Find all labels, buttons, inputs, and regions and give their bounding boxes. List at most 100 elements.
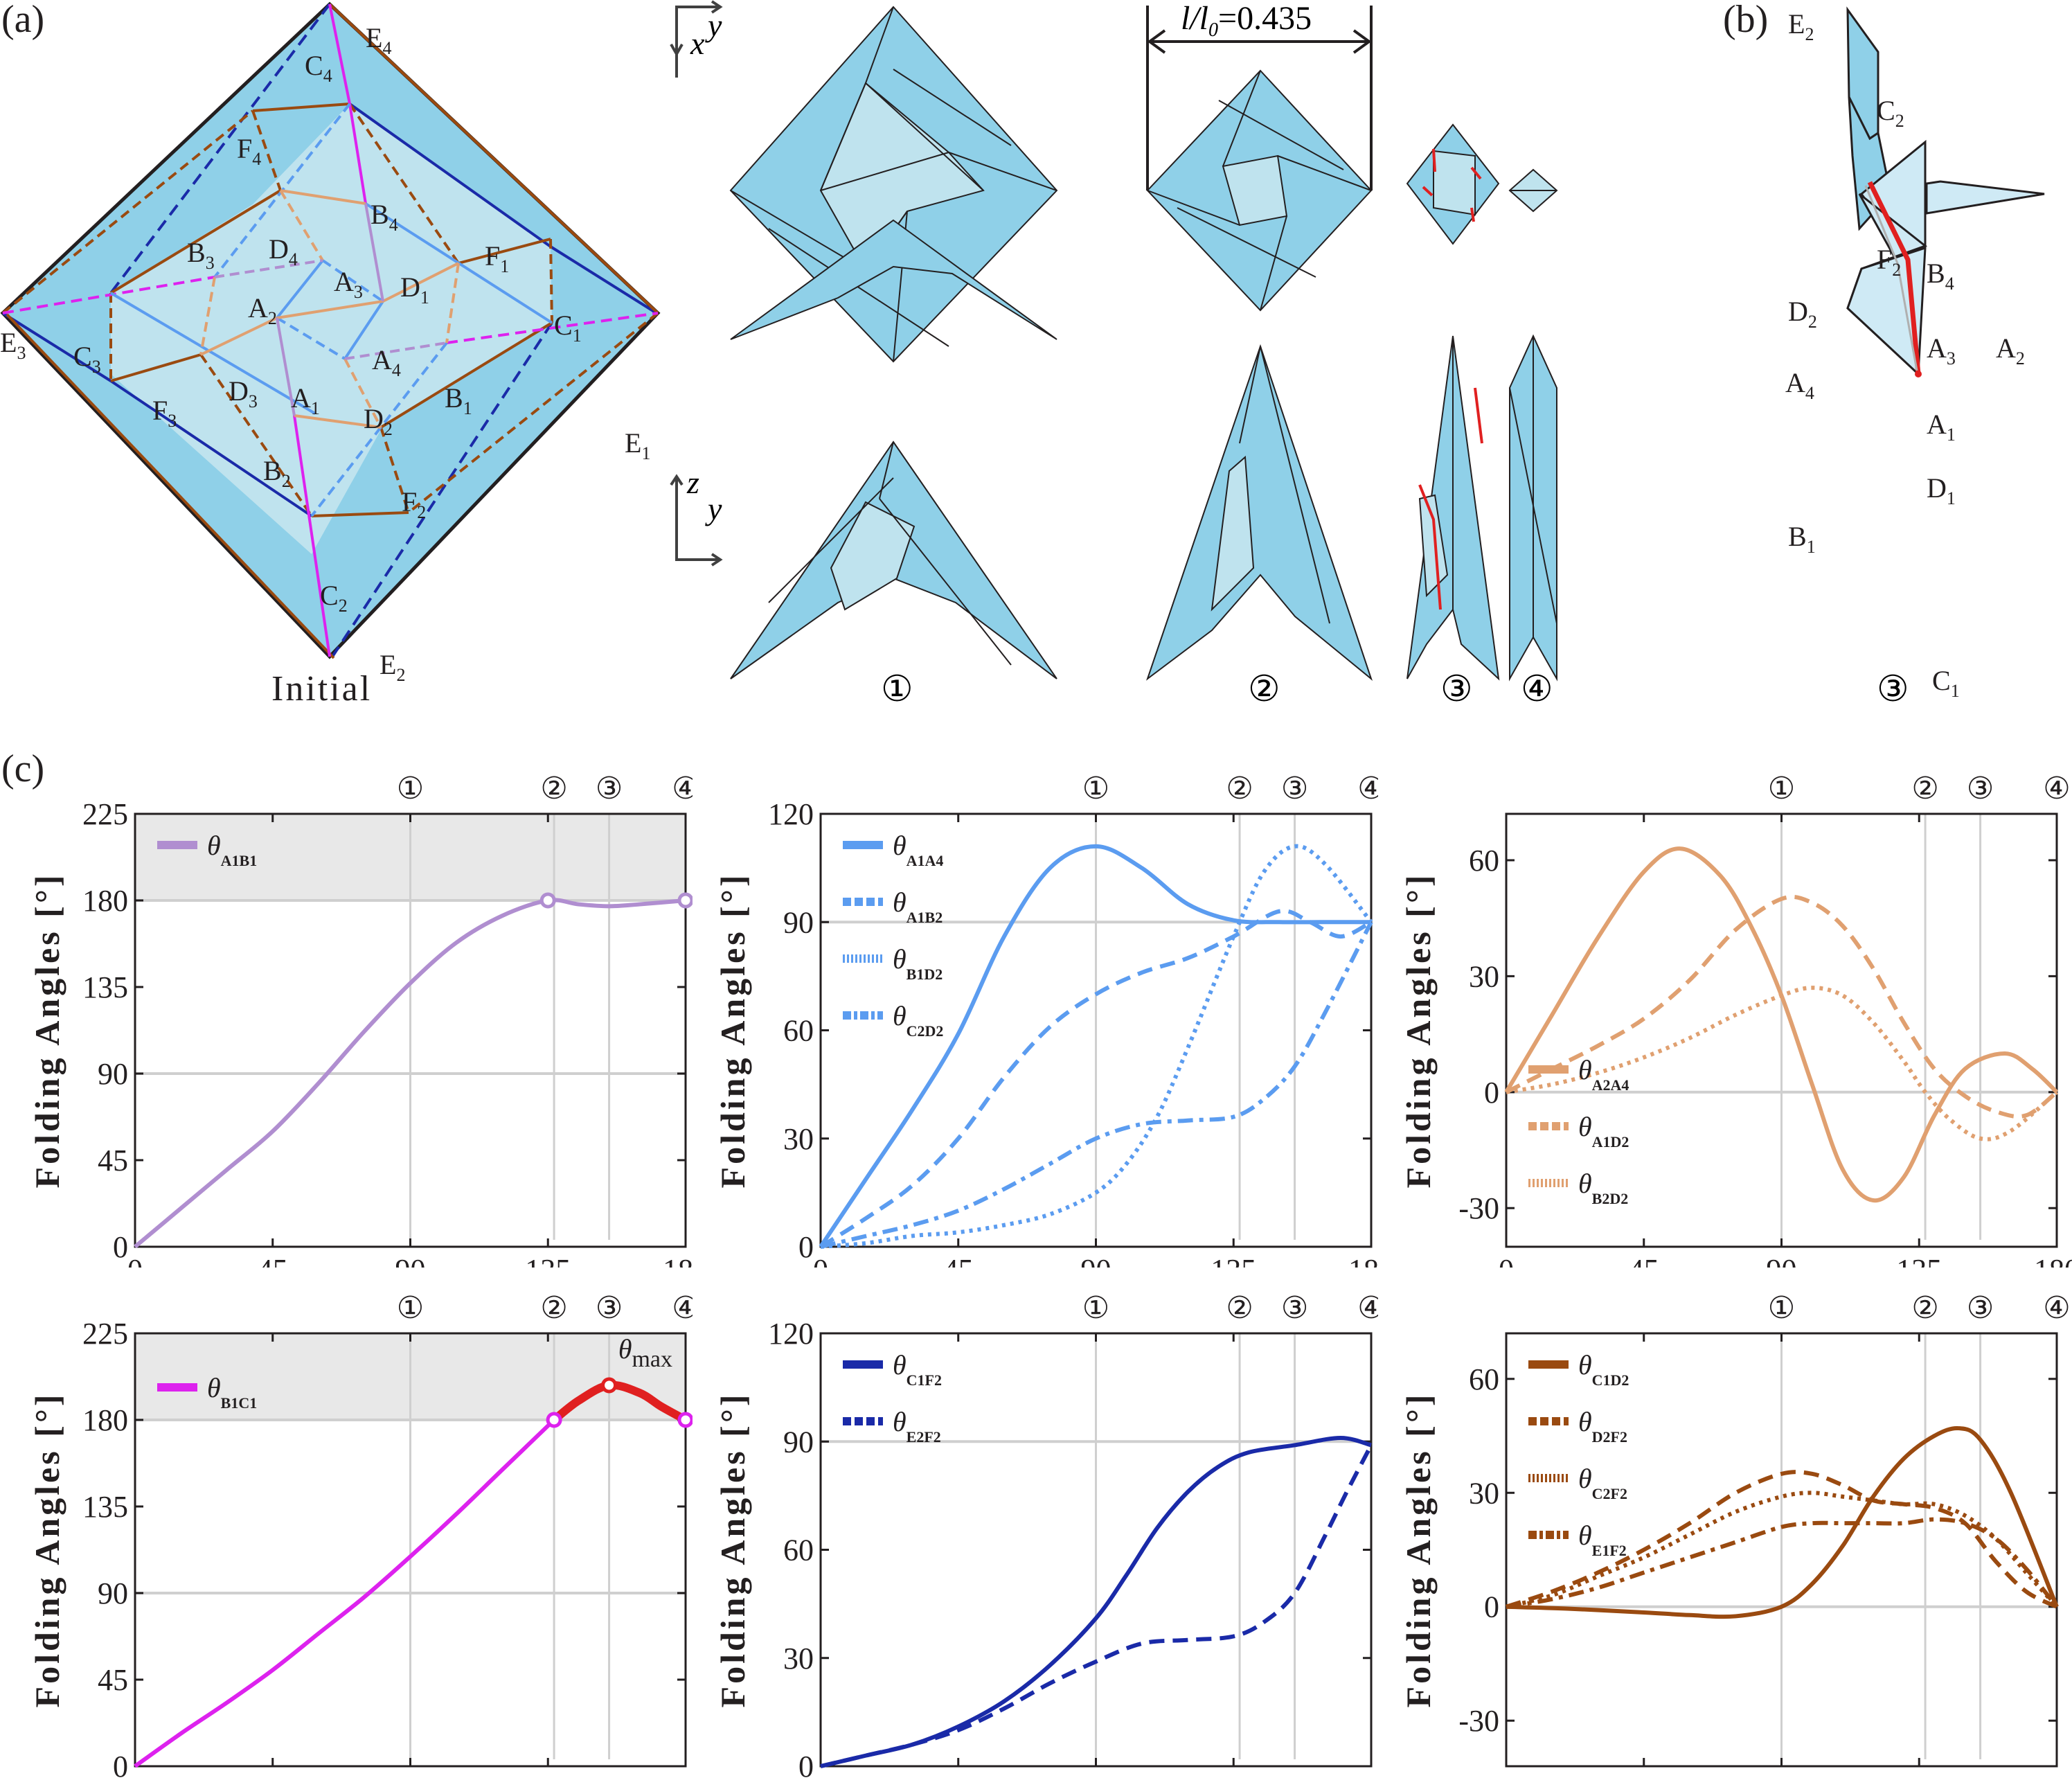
stage-marker-label: ③ (1967, 1291, 1994, 1325)
ratio-label-sub: 0 (1208, 19, 1218, 41)
x-tick-label: 0 (1499, 1253, 1514, 1268)
x-tick-label: 135 (1896, 1253, 1942, 1268)
y-tick-label: 60 (1469, 844, 1499, 878)
y-tick-label: 225 (82, 1317, 128, 1351)
stage-marker-label: ② (1911, 1291, 1938, 1325)
crease-brown-dashed (549, 238, 553, 323)
crease-blue (343, 300, 384, 360)
x-tick-label: 180 (2034, 1253, 2072, 1268)
x-tick-label: 180 (663, 1253, 693, 1268)
x-tick-label: 180 (1348, 1772, 1378, 1778)
stage-marker-label: ③ (596, 772, 623, 806)
stage-marker-label: ③ (596, 1291, 623, 1325)
crease-lavender (276, 317, 296, 416)
crease-magenta (348, 103, 367, 204)
chart-b1c1: ①②③④0459013518004590135180225θC1E1[°]Fol… (28, 1291, 693, 1778)
y-tick-label: 0 (798, 1750, 814, 1778)
axes-xy-icon (670, 0, 723, 78)
legend-entry: θD2F2 (1578, 1406, 1627, 1446)
series-line-a2a4 (1504, 846, 2059, 1203)
crease-brown-dashed (251, 110, 282, 191)
series-line-a1b1 (134, 898, 686, 1249)
y-tick-label: 90 (98, 1576, 128, 1610)
stage-marker-label: ② (1226, 1291, 1253, 1325)
y-tick-label: 135 (82, 970, 128, 1004)
stage-marker-label: ① (1768, 772, 1795, 806)
y-tick-label: 120 (768, 797, 814, 831)
node-label-A4: A4 (1785, 367, 1814, 403)
crease-lavender-dashed (344, 341, 447, 360)
y-tick-label: -30 (1458, 1704, 1499, 1738)
x-tick-label: 135 (525, 1253, 571, 1268)
y-axis-title: Folding Angles [°] (713, 873, 752, 1189)
legend-entry: θB1C1 (207, 1372, 257, 1412)
legend-entry: θC1D2 (1578, 1349, 1629, 1389)
legend-entry: θA2A4 (1578, 1054, 1629, 1094)
crease-tan (200, 317, 278, 356)
crease-tan-dashed (199, 276, 216, 355)
stage-marker-label: ① (1768, 1291, 1795, 1325)
crease-navy-dashed (109, 3, 331, 294)
crease-tan-dashed (445, 263, 460, 344)
stage-marker-label: ③ (1281, 1291, 1308, 1325)
crease-tan (294, 414, 382, 429)
crease-tan-dashed (343, 358, 382, 428)
x-tick-label: 90 (395, 1253, 426, 1268)
axis-y-label-top: y (705, 8, 722, 43)
legend-entry: θC2F2 (1578, 1463, 1627, 1502)
y-tick-label: 30 (1469, 1476, 1499, 1510)
ratio-label-value: =0.435 (1218, 0, 1312, 37)
folding-sequence-diagram: y x z y l/l0=0.435 (670, 0, 1558, 709)
x-tick-label: 45 (1629, 1253, 1659, 1268)
node-label-C1: C1 (1932, 665, 1960, 701)
initial-label: Initial (271, 669, 373, 709)
crease-tan-dashed (279, 189, 324, 262)
crease-brown (110, 353, 202, 382)
node-label-A1: A1 (1927, 409, 1956, 445)
y-axis-title: Folding Angles [°] (713, 1392, 752, 1708)
series-line-a1a4 (819, 844, 1371, 1248)
y-tick-label: 0 (1484, 1076, 1499, 1110)
y-axis-title: Folding Angles [°] (1399, 873, 1438, 1189)
crease-pattern-diagram: E4E3E1E2C4C3C1C2F4F1F3F2B4B3B1B2D4D1D3D2… (0, 1, 661, 685)
panel-b-stage: ③ (1877, 670, 1909, 709)
legend-entry: θA1B2 (893, 887, 943, 926)
panel-c-label: (c) (1, 747, 45, 790)
y-tick-label: 30 (783, 1642, 814, 1675)
state-1-side-view (730, 219, 1057, 340)
red-trajectory (1867, 181, 1921, 375)
legend-entry: θC2D2 (893, 1000, 943, 1040)
node-label-C2: C2 (1877, 95, 1904, 131)
series-line-c2d2 (820, 921, 1373, 1249)
y-tick-label: 60 (783, 1533, 814, 1567)
series-line-highlight (551, 1380, 688, 1424)
state-2-side-view (1146, 344, 1373, 681)
legend-entry: θA1D2 (1578, 1111, 1629, 1150)
y-tick-label: 60 (783, 1014, 814, 1048)
legend-entry: θA1B1 (207, 830, 257, 869)
crease-navy (1, 312, 112, 382)
node-label-B4: B4 (1927, 258, 1954, 294)
y-tick-label: 90 (783, 905, 814, 939)
x-tick-label: 45 (1629, 1772, 1659, 1778)
x-tick-label: 90 (1081, 1253, 1111, 1268)
stage-marker-label: ① (397, 772, 424, 806)
stage-marker-label: ④ (672, 1291, 693, 1325)
axes-zy-icon (670, 474, 723, 567)
x-tick-label: 135 (1896, 1772, 1942, 1778)
stage-marker-label: ③ (1967, 772, 1994, 806)
crease-blue-dashed (276, 317, 346, 360)
legend-entry: θE2F2 (893, 1406, 941, 1446)
series-line-b1d2 (820, 844, 1373, 1249)
y-tick-label: 90 (98, 1057, 128, 1091)
legend-entry: θC1F2 (893, 1349, 942, 1389)
crease-brown (328, 3, 659, 314)
legend-entry: θA1A4 (893, 830, 943, 869)
axis-z-label-side: z (686, 465, 699, 500)
open-marker (677, 892, 693, 909)
axis-x-label-top: x (690, 26, 705, 61)
stage-marker-label: ④ (2043, 1291, 2070, 1325)
y-tick-label: 180 (82, 884, 128, 918)
panel-a-label: (a) (1, 0, 45, 41)
